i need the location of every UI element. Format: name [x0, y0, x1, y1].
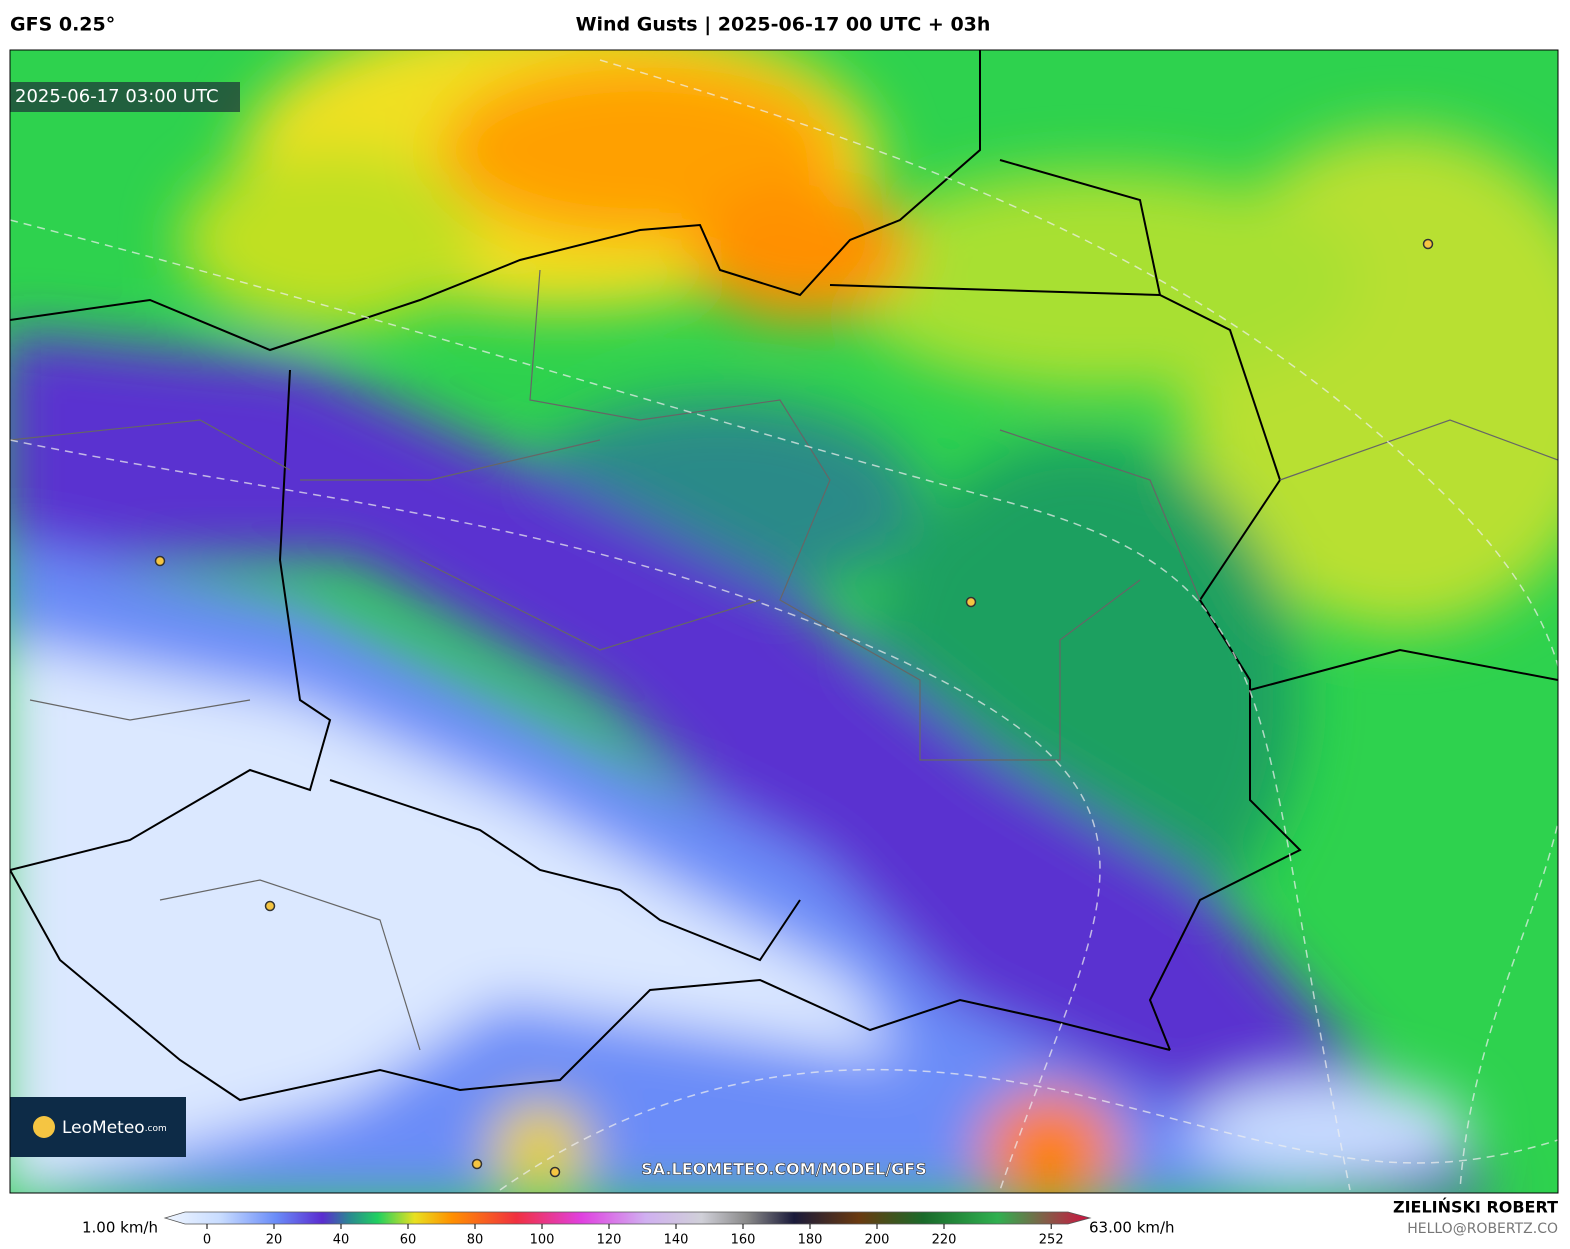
colorbar-tick-label: 120 [597, 1233, 622, 1248]
colorbar-tick-label: 220 [932, 1233, 957, 1248]
colorbar-tick-label: 0 [203, 1233, 211, 1248]
colorbar-max-label: 63.00 km/h [1089, 1219, 1175, 1237]
colorbar: 1.00 km/h 63.00 km/h 0 20 40 60 80 100 120 140 1… [82, 1211, 1175, 1248]
colorbar-tick-label: 160 [731, 1233, 756, 1248]
colorbar-strip [163, 1211, 1092, 1225]
colorbar-tick-label: 20 [266, 1233, 283, 1248]
colorbar-tick-label: 80 [467, 1233, 484, 1248]
model-label: GFS 0.25° [10, 14, 115, 36]
colorbar-tick-label: 180 [798, 1233, 823, 1248]
admin-borders [10, 269, 1558, 1051]
map-frame [9, 49, 1559, 1194]
logo-text: LeoMeteo.com [62, 1118, 167, 1138]
isobars [10, 59, 1558, 1191]
city-markers [154, 238, 1434, 1178]
author: ZIELIŃSKI ROBERT [1393, 1198, 1558, 1217]
timestamp: 2025-06-17 03:00 UTC [15, 86, 219, 107]
email: HELLO@ROBERTZ.CO [1407, 1221, 1558, 1237]
colorbar-tick-label: 100 [530, 1233, 555, 1248]
map: 2025-06-17 03:00 UTC LeoMeteo.com SA.LEO… [10, 50, 1558, 1193]
coastlines-and-borders [10, 50, 1558, 1102]
logo-name: LeoMeteo [62, 1118, 145, 1138]
colorbar-tick-label: 140 [664, 1233, 689, 1248]
watermark: SA.LEOMETEO.COM/MODEL/GFS [641, 1160, 927, 1179]
colorbar-tick-label: 60 [400, 1233, 417, 1248]
colorbar-min-label: 1.00 km/h [82, 1219, 158, 1237]
logo-suffix: .com [145, 1124, 167, 1134]
colorbar-tick-label: 40 [333, 1233, 350, 1248]
logo-sun [33, 1116, 55, 1138]
timestamp-box [10, 82, 240, 112]
title: Wind Gusts | 2025-06-17 00 UTC + 03h [576, 14, 991, 36]
colorbar-tick-label: 252 [1039, 1233, 1064, 1248]
colorbar-tick-label: 200 [865, 1233, 890, 1248]
